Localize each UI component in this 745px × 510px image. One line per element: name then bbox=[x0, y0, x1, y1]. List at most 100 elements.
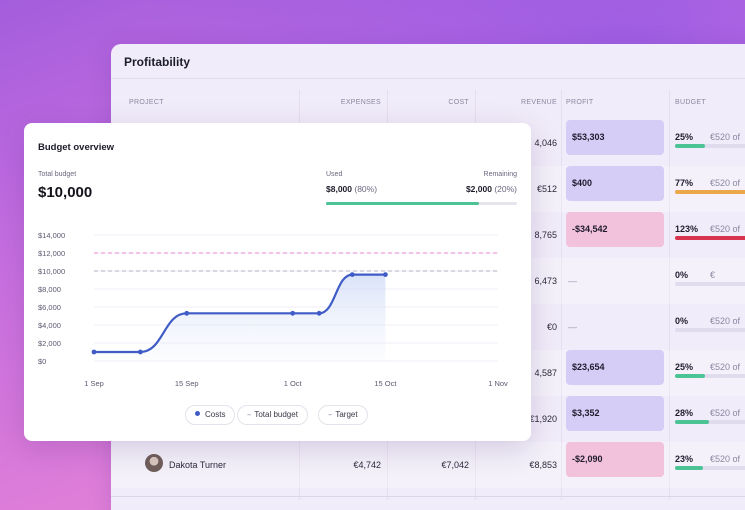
y-tick-label: $8,000 bbox=[38, 285, 61, 294]
row-budget-amount: €520 of bbox=[710, 408, 741, 418]
row-budget-percent: 25% bbox=[675, 362, 694, 372]
card-title: Budget overview bbox=[38, 142, 115, 153]
costs-area bbox=[94, 274, 386, 361]
row-cost: €7,042 bbox=[441, 460, 469, 470]
row-revenue: €8,853 bbox=[529, 460, 557, 470]
column-header-profit[interactable]: PROFIT bbox=[566, 99, 594, 106]
costs-data-point bbox=[137, 349, 143, 355]
total-budget-value: $10,000 bbox=[38, 184, 93, 201]
costs-data-point bbox=[290, 310, 296, 316]
budget-bar bbox=[675, 282, 745, 286]
row-revenue: €512 bbox=[536, 184, 557, 194]
row-revenue: 4,046 bbox=[534, 138, 557, 148]
row-profit: — bbox=[568, 322, 577, 332]
y-tick-label: $12,000 bbox=[38, 249, 65, 258]
y-tick-label: $6,000 bbox=[38, 303, 61, 312]
row-profit-badge: $23,654 bbox=[566, 350, 664, 385]
legend-dash-icon: -- bbox=[328, 410, 332, 419]
column-header-project[interactable]: PROJECT bbox=[129, 99, 164, 106]
costs-data-point bbox=[316, 310, 322, 316]
row-profit-badge: -$34,542 bbox=[566, 212, 664, 247]
costs-data-point bbox=[91, 349, 97, 355]
budget-bar-fill bbox=[675, 466, 703, 470]
row-revenue: 4,587 bbox=[534, 368, 557, 378]
row-budget-amount: €520 of bbox=[710, 316, 741, 326]
row-budget-amount: € bbox=[710, 270, 716, 280]
budget-bar-fill bbox=[675, 420, 709, 424]
x-tick-label: 15 Oct bbox=[374, 379, 397, 388]
column-header-revenue[interactable]: REVENUE bbox=[521, 99, 557, 106]
remaining-value: $2,000 bbox=[465, 184, 492, 194]
budget-bar bbox=[675, 374, 745, 378]
budget-bar bbox=[675, 144, 745, 148]
row-profit-badge: $400 bbox=[566, 166, 664, 201]
budget-bar bbox=[675, 420, 745, 424]
row-budget-percent: 0% bbox=[675, 270, 689, 280]
budget-bar-fill bbox=[675, 144, 705, 148]
legend-total-budget[interactable]: -- Total budget bbox=[237, 405, 308, 425]
row-profit-badge: -$2,090 bbox=[566, 442, 664, 477]
y-tick-label: $4,000 bbox=[38, 321, 61, 330]
row-budget-percent: 0% bbox=[675, 316, 689, 326]
column-header-expenses[interactable]: EXPENSES bbox=[340, 99, 381, 106]
row-budget-amount: €520 of bbox=[710, 454, 741, 464]
remaining-percent: (20%) bbox=[494, 184, 517, 194]
legend-target[interactable]: -- Target bbox=[318, 405, 368, 425]
x-tick-label: 15 Sep bbox=[175, 379, 199, 388]
divider bbox=[111, 78, 745, 79]
row-revenue: €0 bbox=[546, 322, 557, 332]
budget-bar-fill bbox=[675, 374, 705, 378]
remaining-amount: $2,000 (20%) bbox=[466, 184, 517, 194]
row-budget-percent: 23% bbox=[675, 454, 694, 464]
legend-costs-label: Costs bbox=[205, 410, 226, 419]
remaining-label: Remaining bbox=[483, 171, 517, 178]
row-budget-percent: 77% bbox=[675, 178, 694, 188]
x-tick-label: 1 Oct bbox=[284, 379, 303, 388]
row-budget-percent: 25% bbox=[675, 132, 694, 142]
budget-bar bbox=[675, 236, 745, 240]
y-tick-label: $14,000 bbox=[38, 231, 65, 240]
row-profit: — bbox=[568, 276, 577, 286]
budget-overview-card: Budget overview Total budget $10,000 Use… bbox=[24, 123, 531, 441]
x-tick-label: 1 Nov bbox=[488, 379, 508, 388]
column-divider bbox=[669, 90, 670, 500]
used-percent: (80%) bbox=[354, 184, 378, 194]
costs-data-point bbox=[349, 272, 355, 277]
budget-progress-bar bbox=[326, 202, 517, 205]
costs-data-point bbox=[184, 310, 190, 316]
used-label: Used bbox=[326, 171, 343, 178]
used-value: $8,000 bbox=[326, 184, 352, 194]
used-amount: $8,000 (80%) bbox=[326, 184, 377, 194]
row-budget-percent: 28% bbox=[675, 408, 694, 418]
row-budget-percent: 123% bbox=[675, 224, 699, 234]
column-divider bbox=[561, 90, 562, 500]
panel-title: Profitability bbox=[124, 55, 191, 69]
budget-bar bbox=[675, 190, 745, 194]
row-name: Dakota Turner bbox=[169, 460, 227, 470]
y-tick-label: $10,000 bbox=[38, 267, 65, 276]
row-revenue: €1,920 bbox=[529, 414, 557, 424]
budget-bar bbox=[675, 328, 745, 332]
column-header-budget[interactable]: BUDGET bbox=[675, 99, 706, 106]
budget-progress-fill bbox=[326, 202, 479, 205]
divider bbox=[111, 496, 745, 497]
budget-bar-fill bbox=[675, 190, 745, 194]
row-budget-amount: €520 of bbox=[710, 132, 741, 142]
costs-series-line bbox=[94, 273, 386, 354]
budget-bar-fill bbox=[675, 236, 745, 240]
row-budget-amount: €520 of bbox=[710, 178, 741, 188]
legend-total-budget-label: Total budget bbox=[254, 410, 298, 419]
column-header-cost[interactable]: COST bbox=[448, 99, 469, 106]
x-tick-label: 1 Sep bbox=[84, 379, 104, 388]
budget-bar bbox=[675, 466, 745, 470]
avatar bbox=[145, 454, 163, 472]
legend-costs[interactable]: Costs bbox=[185, 405, 236, 425]
row-budget-amount: €520 of bbox=[710, 362, 741, 372]
row-budget-amount: €520 of bbox=[710, 224, 741, 234]
legend-dot-icon bbox=[195, 411, 200, 416]
legend-target-label: Target bbox=[335, 410, 358, 419]
y-tick-label: $0 bbox=[38, 357, 46, 366]
row-revenue: 8,765 bbox=[534, 230, 557, 240]
y-tick-label: $2,000 bbox=[38, 339, 61, 348]
costs-line-chart[interactable]: $14,000 $12,000 $10,000 $8,000 $6,000 $4,000 $… bbox=[24, 223, 531, 398]
